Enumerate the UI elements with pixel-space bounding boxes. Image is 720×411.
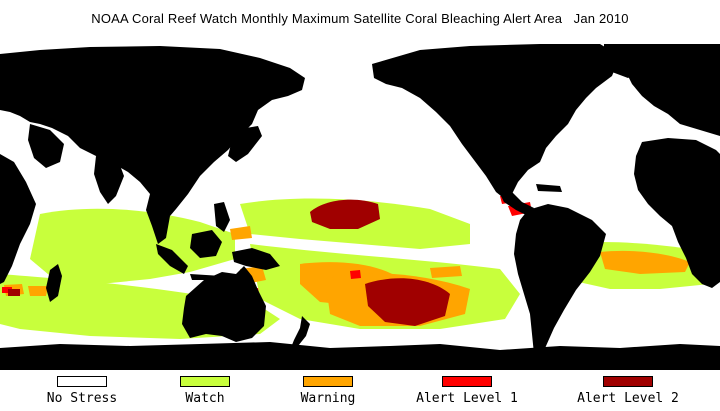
sumatra <box>156 244 188 274</box>
north-america <box>372 44 620 200</box>
legend-label-warning: Warning <box>300 391 356 406</box>
antarctica <box>0 342 720 370</box>
borneo <box>190 230 222 258</box>
eurasia <box>0 46 305 216</box>
legend-item-alert-level-1: Alert Level 1 <box>407 376 527 406</box>
legend-item-alert-level-2: Alert Level 2 <box>568 376 688 406</box>
legend-swatch-no-stress <box>57 376 107 387</box>
legend-item-watch: Watch <box>145 376 265 406</box>
legend-swatch-watch <box>180 376 230 387</box>
legend-swatch-alert-level-2 <box>603 376 653 387</box>
legend-label-alert-level-1: Alert Level 1 <box>416 391 518 406</box>
legend-item-no-stress: No Stress <box>22 376 142 406</box>
legend-label-watch: Watch <box>185 391 225 406</box>
land-masses <box>0 44 720 370</box>
legend-swatch-alert-level-1 <box>442 376 492 387</box>
philippines <box>214 202 230 232</box>
new-guinea <box>232 248 280 270</box>
new-zealand <box>290 316 310 350</box>
caribbean-islands <box>536 184 562 192</box>
europe <box>626 44 720 136</box>
legend-label-alert-level-2: Alert Level 2 <box>577 391 679 406</box>
africa <box>634 138 720 288</box>
south-america <box>514 204 606 360</box>
australia <box>182 266 266 342</box>
madagascar <box>46 264 62 302</box>
map-title: NOAA Coral Reef Watch Monthly Maximum Sa… <box>91 11 629 26</box>
bleaching-alert-map <box>0 44 720 370</box>
greenland <box>604 44 664 78</box>
africa-east <box>0 154 36 284</box>
japan <box>228 126 262 162</box>
indochina <box>146 194 170 244</box>
central-america <box>500 192 534 216</box>
india <box>94 156 124 204</box>
legend-label-no-stress: No Stress <box>46 391 118 406</box>
legend-item-warning: Warning <box>268 376 388 406</box>
arabia <box>28 124 64 168</box>
legend-swatch-warning <box>303 376 353 387</box>
